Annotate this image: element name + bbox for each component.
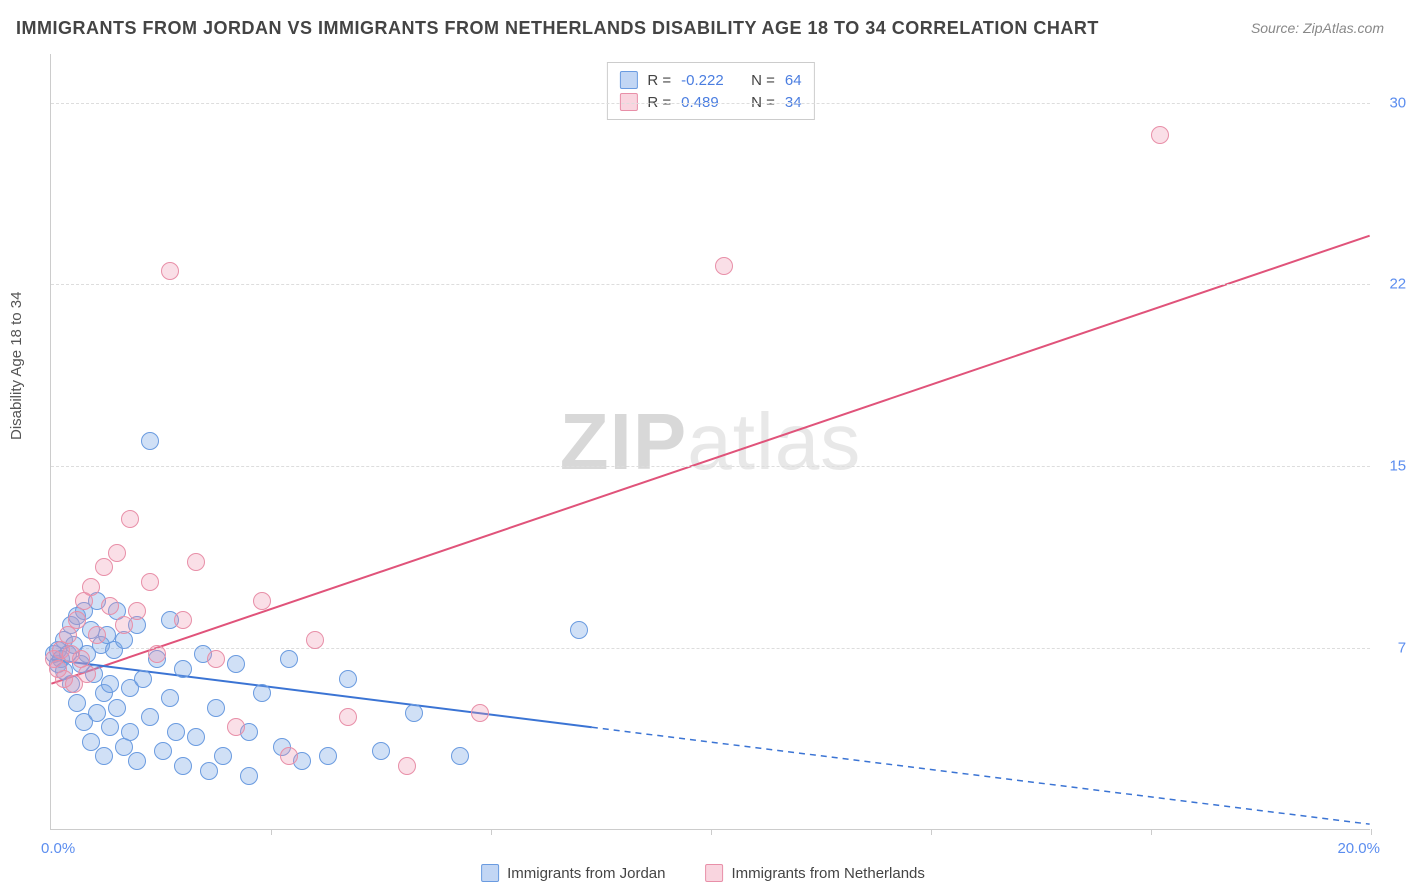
- data-point: [141, 708, 159, 726]
- data-point: [95, 747, 113, 765]
- data-point: [68, 611, 86, 629]
- data-point: [128, 752, 146, 770]
- bottom-legend: Immigrants from Jordan Immigrants from Ne…: [481, 864, 925, 882]
- y-axis-label: Disability Age 18 to 34: [8, 292, 25, 440]
- watermark: ZIPatlas: [560, 396, 861, 488]
- data-point: [227, 655, 245, 673]
- legend-label: Immigrants from Netherlands: [731, 865, 924, 882]
- data-point: [339, 708, 357, 726]
- data-point: [167, 723, 185, 741]
- data-point: [715, 257, 733, 275]
- data-point: [161, 689, 179, 707]
- data-point: [161, 262, 179, 280]
- legend-row-jordan: R = -0.222 N = 64: [619, 69, 801, 91]
- trend-lines: [51, 54, 1370, 829]
- data-point: [339, 670, 357, 688]
- data-point: [398, 757, 416, 775]
- chart-plot-area: ZIPatlas R = -0.222 N = 64 R = 0.489 N =…: [50, 54, 1370, 830]
- data-point: [121, 723, 139, 741]
- data-point: [88, 704, 106, 722]
- data-point: [200, 762, 218, 780]
- legend-item: Immigrants from Netherlands: [705, 864, 924, 882]
- data-point: [253, 592, 271, 610]
- data-point: [154, 742, 172, 760]
- data-point: [82, 578, 100, 596]
- data-point: [78, 665, 96, 683]
- data-point: [95, 558, 113, 576]
- data-point: [174, 660, 192, 678]
- data-point: [108, 544, 126, 562]
- y-tick-label: 15.0%: [1389, 458, 1406, 475]
- x-tick-label-right: 20.0%: [1337, 840, 1380, 857]
- data-point: [187, 553, 205, 571]
- data-point: [253, 684, 271, 702]
- y-tick-label: 7.5%: [1398, 640, 1406, 657]
- data-point: [372, 742, 390, 760]
- y-tick-label: 22.5%: [1389, 276, 1406, 293]
- data-point: [128, 602, 146, 620]
- x-tick-mark: [491, 829, 492, 835]
- chart-title: IMMIGRANTS FROM JORDAN VS IMMIGRANTS FRO…: [16, 18, 1099, 39]
- data-point: [451, 747, 469, 765]
- gridline: [51, 648, 1370, 649]
- data-point: [570, 621, 588, 639]
- r-value-jordan: -0.222: [681, 72, 741, 89]
- data-point: [101, 718, 119, 736]
- data-point: [82, 733, 100, 751]
- data-point: [115, 616, 133, 634]
- n-label: N =: [751, 72, 775, 89]
- x-tick-mark: [1151, 829, 1152, 835]
- n-value-jordan: 64: [785, 72, 802, 89]
- x-tick-mark: [1371, 829, 1372, 835]
- gridline: [51, 466, 1370, 467]
- stats-legend: R = -0.222 N = 64 R = 0.489 N = 34: [606, 62, 814, 120]
- data-point: [68, 694, 86, 712]
- data-point: [207, 650, 225, 668]
- data-point: [174, 757, 192, 775]
- gridline: [51, 103, 1370, 104]
- gridline: [51, 284, 1370, 285]
- legend-swatch-icon: [481, 864, 499, 882]
- data-point: [121, 510, 139, 528]
- data-point: [187, 728, 205, 746]
- r-label: R =: [647, 72, 671, 89]
- data-point: [134, 670, 152, 688]
- x-tick-label-left: 0.0%: [41, 840, 75, 857]
- data-point: [108, 699, 126, 717]
- legend-label: Immigrants from Jordan: [507, 865, 665, 882]
- data-point: [148, 645, 166, 663]
- data-point: [280, 747, 298, 765]
- data-point: [214, 747, 232, 765]
- y-tick-label: 30.0%: [1389, 94, 1406, 111]
- data-point: [280, 650, 298, 668]
- data-point: [1151, 126, 1169, 144]
- data-point: [141, 432, 159, 450]
- data-point: [207, 699, 225, 717]
- legend-swatch-icon: [705, 864, 723, 882]
- data-point: [227, 718, 245, 736]
- data-point: [240, 767, 258, 785]
- swatch-blue-icon: [619, 71, 637, 89]
- data-point: [101, 675, 119, 693]
- x-tick-mark: [931, 829, 932, 835]
- data-point: [405, 704, 423, 722]
- data-point: [471, 704, 489, 722]
- data-point: [319, 747, 337, 765]
- x-tick-mark: [271, 829, 272, 835]
- data-point: [101, 597, 119, 615]
- data-point: [88, 626, 106, 644]
- data-point: [174, 611, 192, 629]
- x-tick-mark: [711, 829, 712, 835]
- source-label: Source: ZipAtlas.com: [1251, 20, 1384, 36]
- legend-item: Immigrants from Jordan: [481, 864, 665, 882]
- data-point: [141, 573, 159, 591]
- data-point: [306, 631, 324, 649]
